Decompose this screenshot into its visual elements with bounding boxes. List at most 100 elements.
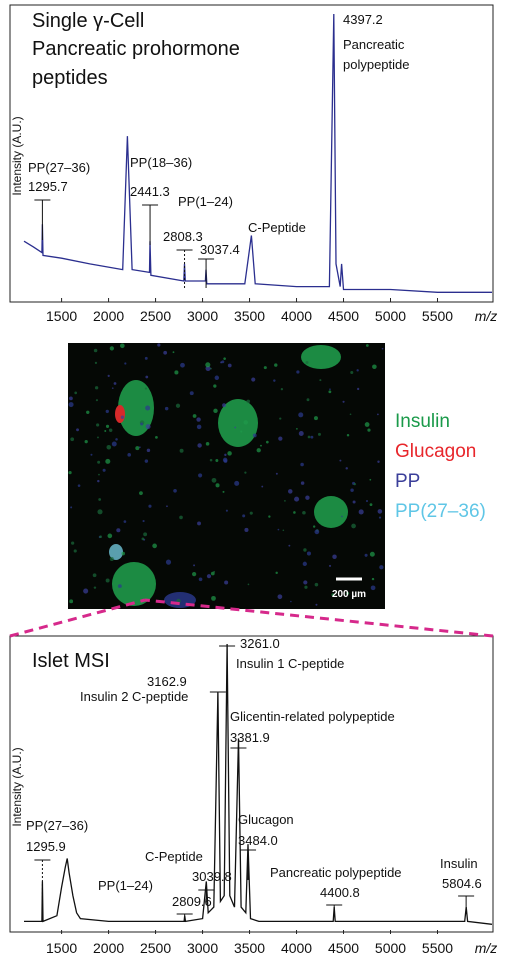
peak-mz: 5804.6: [442, 876, 482, 891]
x-tick-label: 3000: [187, 308, 218, 324]
speckle: [224, 580, 229, 585]
speckle: [377, 460, 380, 463]
speckle: [141, 537, 145, 541]
speckle: [145, 424, 151, 430]
peak-name: PP(27–36): [26, 818, 88, 833]
speckle: [227, 363, 232, 368]
speckle: [96, 423, 100, 427]
speckle: [97, 509, 103, 515]
speckle: [317, 432, 321, 436]
peak-mz: 1295.9: [26, 839, 66, 854]
peak-name: Pancreatic: [343, 37, 405, 52]
speckle: [206, 574, 212, 579]
speckle: [313, 416, 318, 421]
peak-mz: 4400.8: [320, 885, 360, 900]
speckle: [376, 413, 379, 416]
speckle: [261, 485, 264, 488]
speckle: [211, 595, 216, 601]
speckle: [94, 361, 98, 365]
speckle: [97, 436, 99, 439]
speckle: [300, 481, 305, 485]
speckle: [68, 396, 73, 401]
speckle: [307, 435, 311, 439]
speckle: [115, 438, 118, 441]
speckle: [196, 417, 201, 422]
speckle: [280, 388, 284, 391]
speckle: [140, 422, 144, 426]
peak-name: Insulin 1 C-peptide: [236, 656, 344, 671]
speckle: [260, 444, 262, 447]
speckle: [302, 561, 307, 566]
speckle: [196, 424, 202, 430]
speckle: [369, 478, 372, 481]
speckle: [266, 440, 269, 444]
peak-mz: 4397.2: [343, 12, 383, 27]
speckle: [164, 406, 169, 411]
speckle: [205, 365, 211, 372]
speckle: [145, 375, 149, 379]
speckle: [107, 374, 110, 377]
speckle: [240, 430, 243, 433]
speckle: [378, 516, 382, 519]
speckle: [282, 529, 285, 532]
speckle: [105, 578, 110, 583]
speckle: [84, 440, 88, 444]
peak-mz: 2808.3: [163, 229, 203, 244]
speckle: [357, 387, 360, 391]
speckle: [351, 523, 356, 529]
speckle: [139, 446, 141, 449]
x-tick-label: 3500: [234, 940, 265, 956]
speckle: [92, 573, 97, 578]
speckle: [342, 400, 345, 403]
speckle: [142, 519, 145, 523]
speckle: [198, 473, 203, 478]
speckle: [365, 344, 369, 347]
speckle: [98, 498, 102, 501]
speckle: [293, 511, 296, 514]
zoom-lines: [9, 598, 494, 638]
speckle: [105, 458, 111, 464]
x-tick-label: 4000: [281, 940, 312, 956]
speckle: [152, 543, 157, 549]
speckle: [143, 532, 148, 537]
speckle: [234, 426, 237, 429]
peak-mz: 3039.8: [192, 869, 232, 884]
speckle: [328, 390, 332, 394]
speckle: [173, 488, 177, 493]
speckle: [249, 511, 253, 515]
speckle: [105, 409, 109, 414]
speckle: [268, 515, 271, 518]
speckle: [69, 599, 74, 604]
speckle: [105, 424, 110, 428]
speckle: [278, 436, 283, 441]
speckle: [193, 564, 196, 567]
speckle: [197, 443, 202, 448]
speckle: [300, 462, 304, 467]
peak-mz: 3261.0: [240, 636, 280, 651]
peak-name: PP(1–24): [178, 194, 233, 209]
speckle: [244, 527, 249, 532]
speckle: [76, 428, 79, 432]
peak-mz: 3037.4: [200, 242, 240, 257]
speckle: [331, 593, 335, 597]
speckle: [290, 600, 292, 603]
x-tick-label: 5500: [422, 308, 453, 324]
speckle: [93, 586, 97, 589]
peak-mz: 3484.0: [238, 833, 278, 848]
speckle: [213, 408, 218, 414]
legend-entry: Insulin: [395, 411, 450, 432]
speckle: [197, 521, 202, 526]
speckle: [294, 496, 300, 502]
speckle: [123, 520, 127, 523]
speckle: [227, 451, 232, 456]
x-tick-label: 2500: [140, 940, 171, 956]
speckle: [189, 391, 194, 396]
frame-bottom: [9, 635, 494, 933]
speckle: [179, 448, 184, 453]
speckle: [205, 362, 211, 368]
peak-mz: 3162.9: [147, 674, 187, 689]
speckle: [124, 362, 127, 365]
speckle: [329, 388, 331, 391]
speckle: [77, 484, 81, 487]
speckle: [74, 391, 78, 395]
